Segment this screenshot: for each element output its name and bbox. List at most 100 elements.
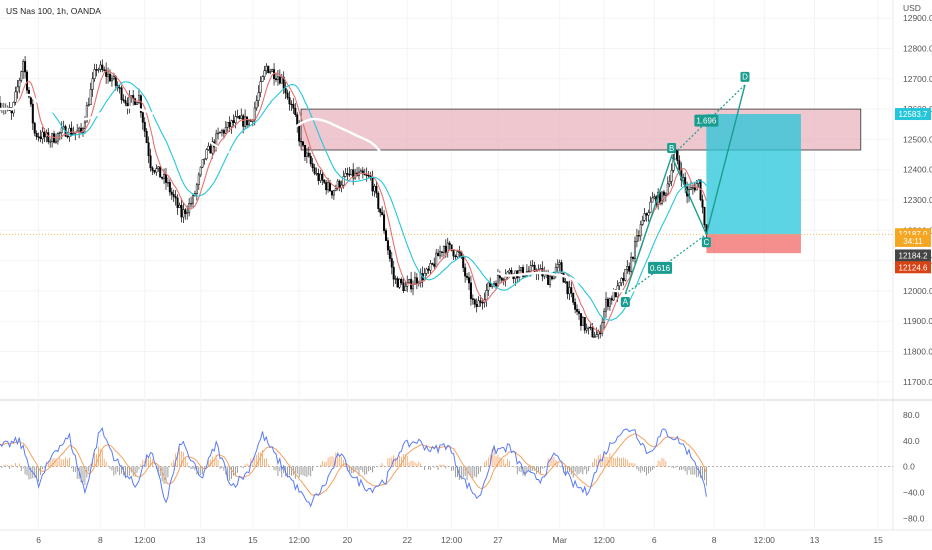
candle — [562, 272, 565, 283]
candle — [288, 90, 291, 111]
candle — [568, 280, 571, 301]
candle — [290, 100, 293, 111]
position-profit-zone[interactable] — [706, 114, 801, 235]
oscillator-axis[interactable]: 80.0 40.0 0.0 −40.0 −80.0 — [903, 410, 925, 523]
candle — [155, 164, 158, 176]
candle — [217, 127, 220, 140]
oscillator-signal-line — [0, 433, 707, 496]
candle — [385, 228, 387, 242]
oscillator-tick-label: −40.0 — [903, 487, 925, 497]
candle — [464, 263, 467, 283]
candle — [610, 295, 613, 305]
candle — [101, 59, 104, 73]
candle — [219, 131, 222, 134]
candle — [618, 282, 621, 291]
candle — [139, 94, 142, 118]
time-tick-label: 13 — [810, 535, 820, 545]
time-tick-label: 6 — [652, 535, 657, 545]
time-tick-label: Mar — [552, 535, 567, 545]
pattern-point-c[interactable]: C — [701, 237, 711, 248]
candle — [466, 273, 469, 281]
candle — [406, 275, 409, 293]
candle — [579, 313, 582, 331]
pattern-ratio-badge[interactable]: 1.696 — [694, 114, 719, 127]
price-tick-label: 12700.0 — [903, 74, 932, 84]
candle — [475, 298, 478, 313]
pattern-point-d[interactable]: D — [740, 71, 750, 82]
candle — [493, 281, 496, 288]
candle — [16, 80, 19, 99]
candle — [178, 202, 181, 209]
candle — [151, 166, 154, 176]
candle — [89, 82, 92, 106]
pattern-point-label: D — [742, 73, 748, 82]
price-tick-label: 12000.0 — [903, 286, 932, 296]
pattern-point-b[interactable]: B — [667, 143, 677, 154]
price-badge: 12184.2 — [895, 249, 931, 262]
candle — [373, 183, 376, 197]
time-tick-label: 15 — [248, 535, 258, 545]
oscillator-panel[interactable] — [0, 426, 893, 508]
candle — [549, 272, 552, 288]
candle — [662, 189, 665, 203]
time-tick-label: 12:00 — [289, 535, 311, 545]
long-position-tool[interactable] — [706, 114, 801, 254]
candle — [159, 166, 162, 178]
candle — [95, 63, 98, 77]
candle — [203, 158, 206, 165]
moving-average-line — [0, 81, 707, 321]
time-axis[interactable]: 6 8 12:00 13 15 12:00 20 22 12:00 27 Mar 12:00 6 8 12:… — [36, 535, 883, 545]
candle — [267, 65, 270, 74]
candle — [342, 170, 345, 189]
candle — [180, 198, 183, 223]
price-tick-label: 12500.0 — [903, 134, 932, 144]
candle — [323, 179, 326, 185]
candle — [246, 116, 249, 129]
candle — [220, 128, 223, 137]
candle — [302, 141, 305, 148]
price-badge: 34:11 — [895, 234, 931, 247]
candle — [72, 126, 75, 136]
harmonic-pattern[interactable]: A B C D 0.616 1.696 — [620, 71, 750, 307]
price-badges: 12583.7 12187.034:11 12184.2 12124.6 — [895, 108, 931, 274]
candle — [274, 72, 277, 83]
candle — [622, 272, 625, 286]
candle — [309, 152, 312, 167]
moving-average-line — [0, 69, 707, 333]
candle — [149, 148, 152, 172]
candle — [253, 101, 256, 126]
price-tick-label: 11900.0 — [903, 316, 932, 326]
pattern-ratio-badge[interactable]: 0.616 — [648, 261, 673, 274]
candle — [91, 72, 94, 97]
price-badge: 12583.7 — [895, 108, 931, 121]
candle — [24, 55, 27, 79]
price-badge-label: 12124.6 — [899, 263, 928, 272]
pattern-point-label: B — [669, 144, 674, 153]
candle — [396, 276, 399, 288]
candle — [93, 63, 96, 82]
candle — [649, 196, 652, 214]
candle — [570, 281, 573, 298]
price-badge: 12124.6 — [895, 261, 931, 274]
time-tick-label: 6 — [36, 535, 41, 545]
candle — [630, 252, 633, 274]
candle — [197, 172, 200, 190]
price-badge-label: 12583.7 — [899, 110, 928, 119]
candle — [120, 85, 123, 104]
symbol-title[interactable]: US Nas 100, 1h, OANDA — [6, 6, 101, 16]
candle — [170, 187, 173, 200]
position-loss-zone[interactable] — [706, 234, 801, 254]
candle — [383, 210, 386, 234]
candle — [14, 86, 17, 108]
candle — [161, 176, 164, 181]
candle — [587, 326, 590, 335]
time-tick-label: 12:00 — [754, 535, 776, 545]
candle — [110, 74, 113, 87]
pattern-point-a[interactable]: A — [620, 296, 630, 307]
time-tick-label: 13 — [196, 535, 206, 545]
candle — [348, 166, 351, 177]
candle — [276, 70, 279, 86]
candle — [286, 89, 289, 100]
candle — [651, 191, 654, 203]
